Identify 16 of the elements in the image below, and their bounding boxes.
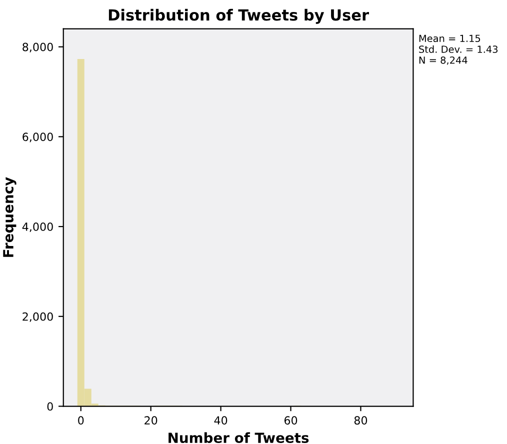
text: Mean = 1.15 <box>419 34 480 42</box>
text: Std. Dev. = 1.43 <box>419 45 498 53</box>
y-tick-label: 2,000 <box>22 312 53 322</box>
x-tick-label: 80 <box>354 416 368 425</box>
x-axis-title: Number of Tweets <box>168 432 309 444</box>
x-tick-label: 0 <box>78 416 84 425</box>
x-tick-label: 60 <box>284 416 298 425</box>
chart-title: Distribution of Tweets by User <box>108 8 369 24</box>
y-tick-label: 6,000 <box>22 132 53 142</box>
text: N = 8,244 <box>419 56 468 65</box>
x-tick-label: 20 <box>144 416 158 425</box>
x-tick-label: 40 <box>214 416 228 425</box>
y-tick-label: 0 <box>47 402 53 411</box>
y-tick-label: 4,000 <box>22 222 53 232</box>
y-axis-title: Frequency <box>3 177 16 257</box>
y-tick-label: 8,000 <box>22 42 53 52</box>
